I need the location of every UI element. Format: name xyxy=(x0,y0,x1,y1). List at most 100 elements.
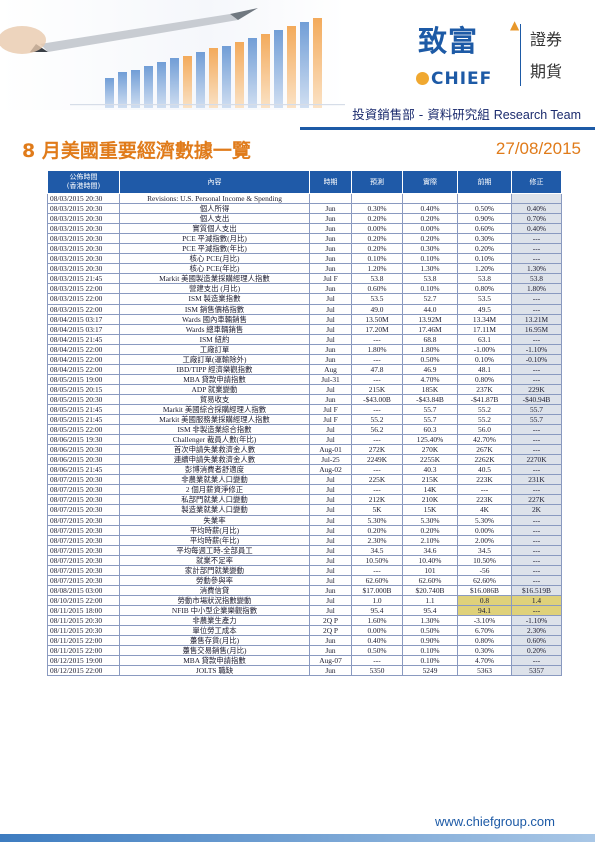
time-cell: 08/05/2015 22:00 xyxy=(47,424,120,436)
forecast-cell: 5K xyxy=(351,504,403,516)
time-cell: 08/03/2015 20:30 xyxy=(47,243,120,255)
table-row: 08/03/2015 21:45 Markit 美國製造業採購經理人指數 Jul F… xyxy=(47,273,562,285)
time-cell: 08/08/2015 03:00 xyxy=(47,584,120,596)
content-cell: 彭博消費者舒適度 xyxy=(119,464,310,476)
actual-cell: 2255K xyxy=(402,454,458,466)
table-row: 08/05/2015 21:45 Markit 美國綜合採購經理人指數 Jul F-… xyxy=(47,403,562,416)
period-cell: Jul xyxy=(309,534,352,546)
actual-cell: 0.20% xyxy=(402,524,458,536)
revised-cell: --- xyxy=(511,544,562,556)
revised-cell: --- xyxy=(511,574,562,586)
previous-cell: 0.10% xyxy=(457,353,512,365)
forecast-cell: 0.40% xyxy=(351,635,403,647)
previous-cell: -1.00% xyxy=(457,343,512,355)
time-cell: 08/06/2015 21:45 xyxy=(47,464,120,476)
time-cell: 08/12/2015 19:00 xyxy=(47,655,120,667)
period-cell: Jun xyxy=(309,393,352,405)
time-cell: 08/03/2015 20:30 xyxy=(47,192,120,205)
time-cell: 08/03/2015 22:00 xyxy=(47,303,120,315)
forecast-cell: 0.60% xyxy=(351,283,403,295)
table-row: 08/03/2015 20:30 個人所得 Jun 0.30% 0.40% 0.50% 0.… xyxy=(47,203,562,215)
content-cell: PCE 平減指數(月比) xyxy=(119,233,310,245)
content-cell: Markit 美國綜合採購經理人指數 xyxy=(119,403,310,416)
period-cell: Jun xyxy=(309,213,352,225)
previous-cell: 0.80% xyxy=(457,635,512,647)
logo-arrow-icon: ▲ xyxy=(510,18,520,32)
period-cell: Jul xyxy=(309,554,352,566)
period-cell: Jul xyxy=(309,323,352,335)
table-row: 08/03/2015 22:00 ISM 製造業指數 Jul 53.5 52.7 53.5… xyxy=(47,293,562,305)
time-cell: 08/04/2015 03:17 xyxy=(47,313,120,325)
table-row: 08/06/2015 21:45 彭博消費者舒適度 Aug-02 --- 40.3 40.… xyxy=(47,464,562,476)
period-cell: Jul xyxy=(309,594,352,606)
actual-cell: 17.46M xyxy=(402,323,458,335)
actual-cell: 215K xyxy=(402,474,458,486)
time-cell: 08/04/2015 22:00 xyxy=(47,343,120,355)
header-bar-chart-art xyxy=(0,0,345,110)
actual-cell: 0.90% xyxy=(402,635,458,647)
table-row: 08/06/2015 19:30 Challenger 裁員人數(年比) Jul --… xyxy=(47,434,562,446)
revised-cell: 0.70% xyxy=(511,213,562,225)
actual-cell: 4.70% xyxy=(402,373,458,385)
forecast-cell: $17.000B xyxy=(351,584,403,596)
actual-cell: 55.7 xyxy=(402,403,458,416)
table-row: 08/03/2015 20:30 個人支出 Jun 0.20% 0.20% 0.90% 0.… xyxy=(47,213,562,225)
forecast-cell: 55.2 xyxy=(351,414,403,426)
revised-cell: 2.30% xyxy=(511,625,562,637)
revised-cell: --- xyxy=(511,434,562,446)
forecast-cell: 13.50M xyxy=(351,313,403,325)
content-cell: 非農業就業人口變動 xyxy=(119,474,310,486)
time-cell: 08/03/2015 20:30 xyxy=(47,213,120,225)
previous-cell: 94.1 xyxy=(457,604,512,616)
actual-cell: 10.40% xyxy=(402,554,458,566)
table-row: 08/05/2015 20:30 貿易收支 Jun -$43.00B -$43.84B -… xyxy=(47,393,562,405)
previous-cell: 56.0 xyxy=(457,424,512,436)
table-row: 08/04/2015 22:00 工廠訂單(運輸除外) Jun --- 0.50% 0.1… xyxy=(47,353,562,365)
previous-cell: 0.30% xyxy=(457,233,512,245)
content-cell: Challenger 裁員人數(年比) xyxy=(119,434,310,446)
table-row: 08/07/2015 20:30 失業率 Jul 5.30% 5.30% 5.30% --- xyxy=(47,514,562,526)
time-cell: 08/07/2015 20:30 xyxy=(47,504,120,516)
content-cell: 消費信貸 xyxy=(119,584,310,596)
revised-cell: --- xyxy=(511,363,562,375)
content-cell: 平均每週工時-全部員工 xyxy=(119,544,310,556)
table-row: 08/03/2015 20:30 PCE 平減指數(年比) Jun 0.20% 0.30… xyxy=(47,243,562,255)
header-rule xyxy=(300,127,595,130)
period-cell: Jun xyxy=(309,223,352,235)
actual-cell: 0.10% xyxy=(402,655,458,667)
period-cell: Jul-31 xyxy=(309,373,352,385)
content-cell: Wards 總車輛銷售 xyxy=(119,323,310,335)
actual-cell: 2.10% xyxy=(402,534,458,546)
content-cell: 個人所得 xyxy=(119,203,310,215)
actual-cell: 0.10% xyxy=(402,283,458,295)
forecast-cell: 0.00% xyxy=(351,223,403,235)
actual-cell: $20.740B xyxy=(402,584,458,596)
period-cell: Jun xyxy=(309,343,352,355)
previous-cell: 5.30% xyxy=(457,514,512,526)
period-cell: Jul xyxy=(309,564,352,576)
revised-cell: 13.21M xyxy=(511,313,562,325)
department-cn: 投資銷售部 - 資料研究組 xyxy=(352,107,490,122)
time-cell: 08/07/2015 20:30 xyxy=(47,564,120,576)
forecast-cell: 0.20% xyxy=(351,233,403,245)
forecast-cell: --- xyxy=(351,353,403,365)
actual-cell: 34.6 xyxy=(402,544,458,556)
table-row: 08/05/2015 22:00 ISM 非製造業綜合指數 Jul 56.2 60.3 5… xyxy=(47,424,562,436)
table-row: 08/07/2015 20:30 2 個月薪資淨修正 Jul --- 14K --- --- xyxy=(47,484,562,496)
table-row: 08/07/2015 20:30 平均時薪(年比) Jul 2.30% 2.10% 2.0… xyxy=(47,534,562,546)
revised-cell: --- xyxy=(511,534,562,546)
content-cell: 營建支出 (月比) xyxy=(119,283,310,295)
footer-url[interactable]: www.chiefgroup.com xyxy=(435,814,555,829)
actual-cell: 1.80% xyxy=(402,343,458,355)
previous-cell: 4K xyxy=(457,504,512,516)
revised-cell: -0.10% xyxy=(511,353,562,365)
content-cell: ADP 就業變動 xyxy=(119,383,310,395)
previous-cell: 53.8 xyxy=(457,273,512,285)
table-row: 08/03/2015 20:30 核心 PCE(年比) Jun 1.20% 1.30% 1… xyxy=(47,263,562,275)
revised-cell: 16.95M xyxy=(511,323,562,335)
revised-cell: --- xyxy=(511,444,562,456)
actual-cell: 185K xyxy=(402,383,458,395)
previous-cell: 223K xyxy=(457,494,512,506)
period-cell: Jun xyxy=(309,253,352,265)
previous-cell: 6.70% xyxy=(457,625,512,637)
